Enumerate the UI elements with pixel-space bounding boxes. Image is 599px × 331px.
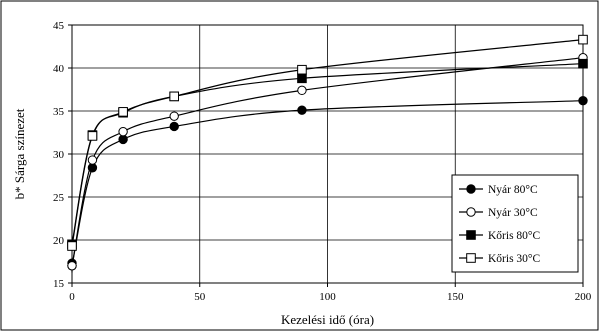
data-point — [118, 134, 128, 145]
legend: Nyár 80°C Nyár 30°C Kőris 80°C Kőris 30°C — [451, 174, 579, 273]
legend-label: Kőris 30°C — [488, 253, 541, 265]
legend-marker — [466, 184, 476, 194]
data-point — [169, 91, 179, 102]
data-point — [578, 95, 588, 106]
x-tick-label: 200 — [575, 291, 592, 303]
data-point — [297, 105, 307, 115]
legend-item: Kőris 80°C — [459, 230, 541, 242]
y-axis-ticks: 15 20 25 30 35 40 45 — [53, 20, 72, 290]
data-point — [169, 111, 179, 121]
legend-label: Kőris 80°C — [488, 230, 541, 242]
legend-item: Nyár 30°C — [459, 207, 538, 219]
data-point — [87, 155, 98, 165]
y-tick-label: 40 — [53, 63, 65, 75]
data-point — [578, 58, 588, 69]
data-point — [297, 64, 307, 75]
data-point — [297, 73, 307, 84]
legend-marker — [466, 253, 476, 263]
data-point — [118, 126, 128, 137]
y-tick-label: 45 — [53, 20, 65, 32]
legend-label: Nyár 30°C — [488, 207, 538, 219]
data-point — [87, 131, 98, 141]
legend-marker — [466, 207, 476, 217]
x-tick-label: 100 — [319, 291, 336, 303]
legend-item: Kőris 30°C — [459, 253, 541, 265]
data-point — [578, 34, 588, 45]
legend-item: Nyár 80°C — [459, 184, 538, 196]
data-point — [118, 107, 128, 117]
data-point — [169, 121, 179, 132]
x-axis-title: Kezelési idő (óra) — [281, 312, 374, 327]
data-point — [67, 241, 77, 251]
data-point — [297, 85, 307, 96]
legend-label: Nyár 80°C — [488, 184, 538, 196]
series-layer — [67, 34, 588, 273]
y-tick-label: 35 — [53, 106, 65, 118]
data-point — [67, 261, 77, 271]
series-4 — [67, 34, 588, 251]
x-axis-ticks: 0 50 100 150 200 — [69, 283, 592, 303]
x-tick-label: 0 — [69, 291, 75, 303]
x-tick-label: 50 — [194, 291, 206, 303]
y-tick-label: 25 — [53, 192, 65, 204]
y-axis-title: b* Sárga színezet — [12, 108, 27, 199]
y-tick-label: 15 — [53, 278, 65, 290]
legend-marker — [466, 230, 476, 240]
y-tick-label: 20 — [53, 235, 65, 247]
x-tick-label: 150 — [447, 291, 464, 303]
y-tick-label: 30 — [53, 149, 65, 161]
